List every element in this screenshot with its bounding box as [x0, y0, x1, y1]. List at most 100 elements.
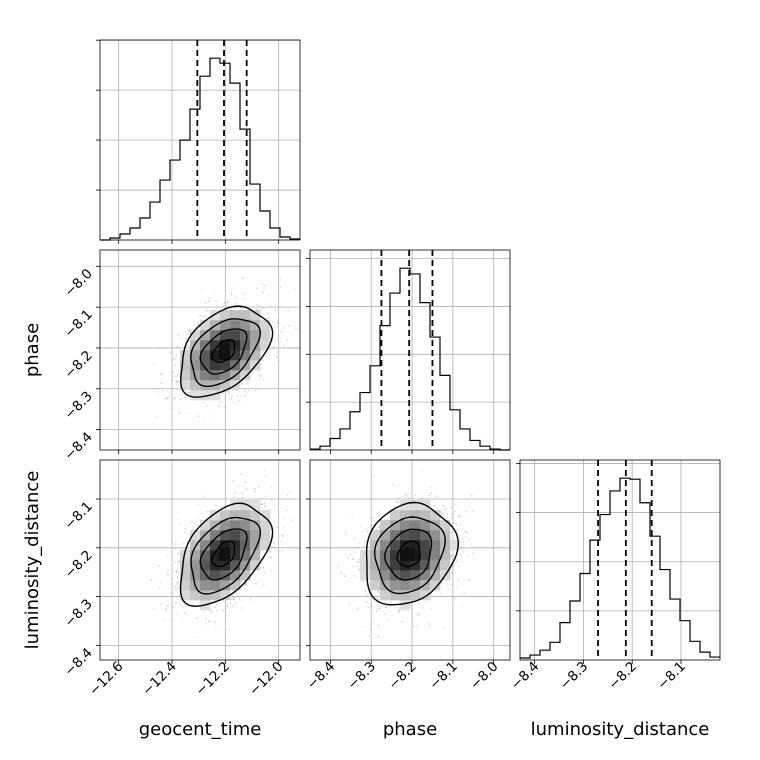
density-cell — [420, 520, 431, 531]
sample-point — [249, 598, 251, 601]
sample-point — [158, 565, 160, 567]
pair-panel-geocent-time-vs-luminosity-distance — [96, 459, 301, 664]
density-cell — [180, 560, 191, 571]
contour-level-2 — [190, 318, 262, 388]
sample-point — [184, 604, 187, 607]
sample-point — [203, 420, 205, 423]
sample-point — [180, 397, 182, 400]
sample-point — [455, 529, 458, 532]
sample-point — [178, 411, 181, 414]
pair-frame-geocent-time-luminosity-distance — [99, 459, 301, 661]
density-cell — [420, 540, 431, 551]
sample-point — [262, 566, 265, 569]
marginal-frame-geocent-time — [99, 39, 301, 241]
sample-point — [186, 391, 189, 394]
sample-point — [452, 522, 455, 525]
sample-point — [197, 617, 200, 620]
density-cell — [400, 590, 411, 601]
sample-point — [174, 586, 176, 588]
sample-point — [177, 553, 180, 555]
sample-point — [357, 546, 360, 549]
density-cell — [210, 310, 221, 321]
sample-point — [229, 602, 232, 605]
sample-point — [240, 473, 242, 476]
sample-point — [190, 521, 193, 524]
sample-point — [456, 528, 458, 530]
sample-point — [206, 404, 208, 407]
sample-point — [271, 498, 273, 501]
contours-geocent-time-luminosity-distance — [179, 502, 274, 607]
density-cell — [210, 340, 221, 351]
sample-point — [170, 540, 173, 543]
sample-point — [222, 609, 225, 611]
sample-point — [377, 635, 380, 638]
sample-point — [236, 302, 239, 304]
density-cell — [220, 510, 231, 521]
sample-point — [182, 606, 184, 608]
density-cell — [260, 540, 271, 551]
density-cell — [230, 510, 241, 521]
density-cell — [230, 520, 241, 531]
sample-point — [239, 395, 242, 398]
sample-point — [360, 580, 363, 583]
sample-point — [231, 395, 233, 398]
density-cell — [240, 500, 251, 511]
density-cell — [190, 390, 201, 401]
marginal-panel-geocent-time — [96, 39, 301, 244]
density-cell — [200, 350, 211, 361]
sample-point — [174, 397, 177, 400]
density-cell — [200, 370, 211, 381]
density-cell — [220, 540, 231, 551]
density-cell — [370, 580, 381, 591]
density-cell — [190, 330, 201, 341]
density-cell — [260, 340, 271, 351]
x-tick-label-phase-4: −8.0 — [467, 659, 501, 693]
tick-labels: −12.6 −12.4 −12.2 −12.0 −8.4 −8.3 −8.2 −8.1 −8.0… — [61, 266, 688, 699]
pair-frame-phase-luminosity-distance — [309, 459, 511, 661]
x-tick-label-phase-3: −8.1 — [426, 659, 460, 693]
sample-point — [377, 525, 380, 528]
sample-point — [421, 497, 423, 499]
sample-point — [450, 555, 452, 557]
x-tick-label-phase-2: −8.2 — [385, 659, 419, 693]
density-cell — [440, 560, 451, 571]
sample-point — [443, 508, 446, 511]
sample-point — [228, 391, 231, 393]
density-cell — [400, 500, 411, 511]
sample-point — [259, 352, 262, 355]
sample-point — [368, 498, 371, 501]
sample-point — [243, 293, 245, 296]
sample-point — [245, 392, 248, 395]
sample-point — [219, 405, 222, 408]
density-cell — [390, 560, 401, 571]
sample-point — [288, 324, 291, 327]
sample-point — [210, 611, 213, 614]
sample-point — [272, 321, 274, 323]
sample-point — [214, 621, 216, 623]
sample-point — [429, 486, 432, 489]
sample-point — [439, 592, 442, 595]
density-cell — [410, 580, 421, 591]
density-cell — [220, 330, 231, 341]
sample-point — [286, 339, 288, 341]
sample-point — [197, 320, 199, 323]
sample-point — [264, 505, 267, 508]
density-cell — [390, 550, 401, 561]
sample-point — [165, 397, 167, 400]
sample-point — [373, 475, 376, 478]
sample-point — [436, 487, 439, 489]
sample-point — [289, 491, 291, 493]
density-cell — [220, 320, 231, 331]
density-cell — [180, 360, 191, 371]
density-cell — [240, 310, 251, 321]
density-cell — [250, 330, 261, 341]
density-cell — [400, 600, 411, 611]
density-cell — [420, 530, 431, 541]
density-cell — [200, 550, 211, 561]
sample-point — [448, 605, 450, 608]
sample-point — [215, 609, 218, 612]
sample-point — [177, 380, 180, 383]
sample-point — [175, 588, 177, 591]
density-cell — [190, 340, 201, 351]
sample-point — [421, 498, 423, 501]
